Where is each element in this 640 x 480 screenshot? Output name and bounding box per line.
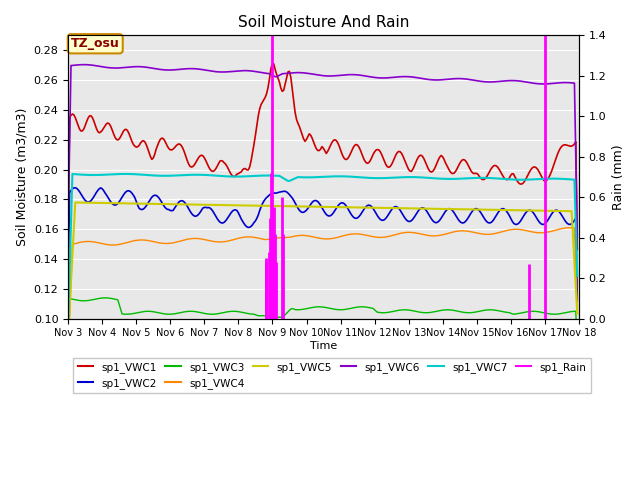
- Title: Soil Moisture And Rain: Soil Moisture And Rain: [238, 15, 409, 30]
- X-axis label: Time: Time: [310, 341, 337, 351]
- Legend: sp1_VWC1, sp1_VWC2, sp1_VWC3, sp1_VWC4, sp1_VWC5, sp1_VWC6, sp1_VWC7, sp1_Rain: sp1_VWC1, sp1_VWC2, sp1_VWC3, sp1_VWC4, …: [74, 358, 591, 393]
- Y-axis label: Soil Moisture (m3/m3): Soil Moisture (m3/m3): [15, 108, 28, 246]
- Text: TZ_osu: TZ_osu: [71, 37, 120, 50]
- Y-axis label: Rain (mm): Rain (mm): [612, 144, 625, 210]
